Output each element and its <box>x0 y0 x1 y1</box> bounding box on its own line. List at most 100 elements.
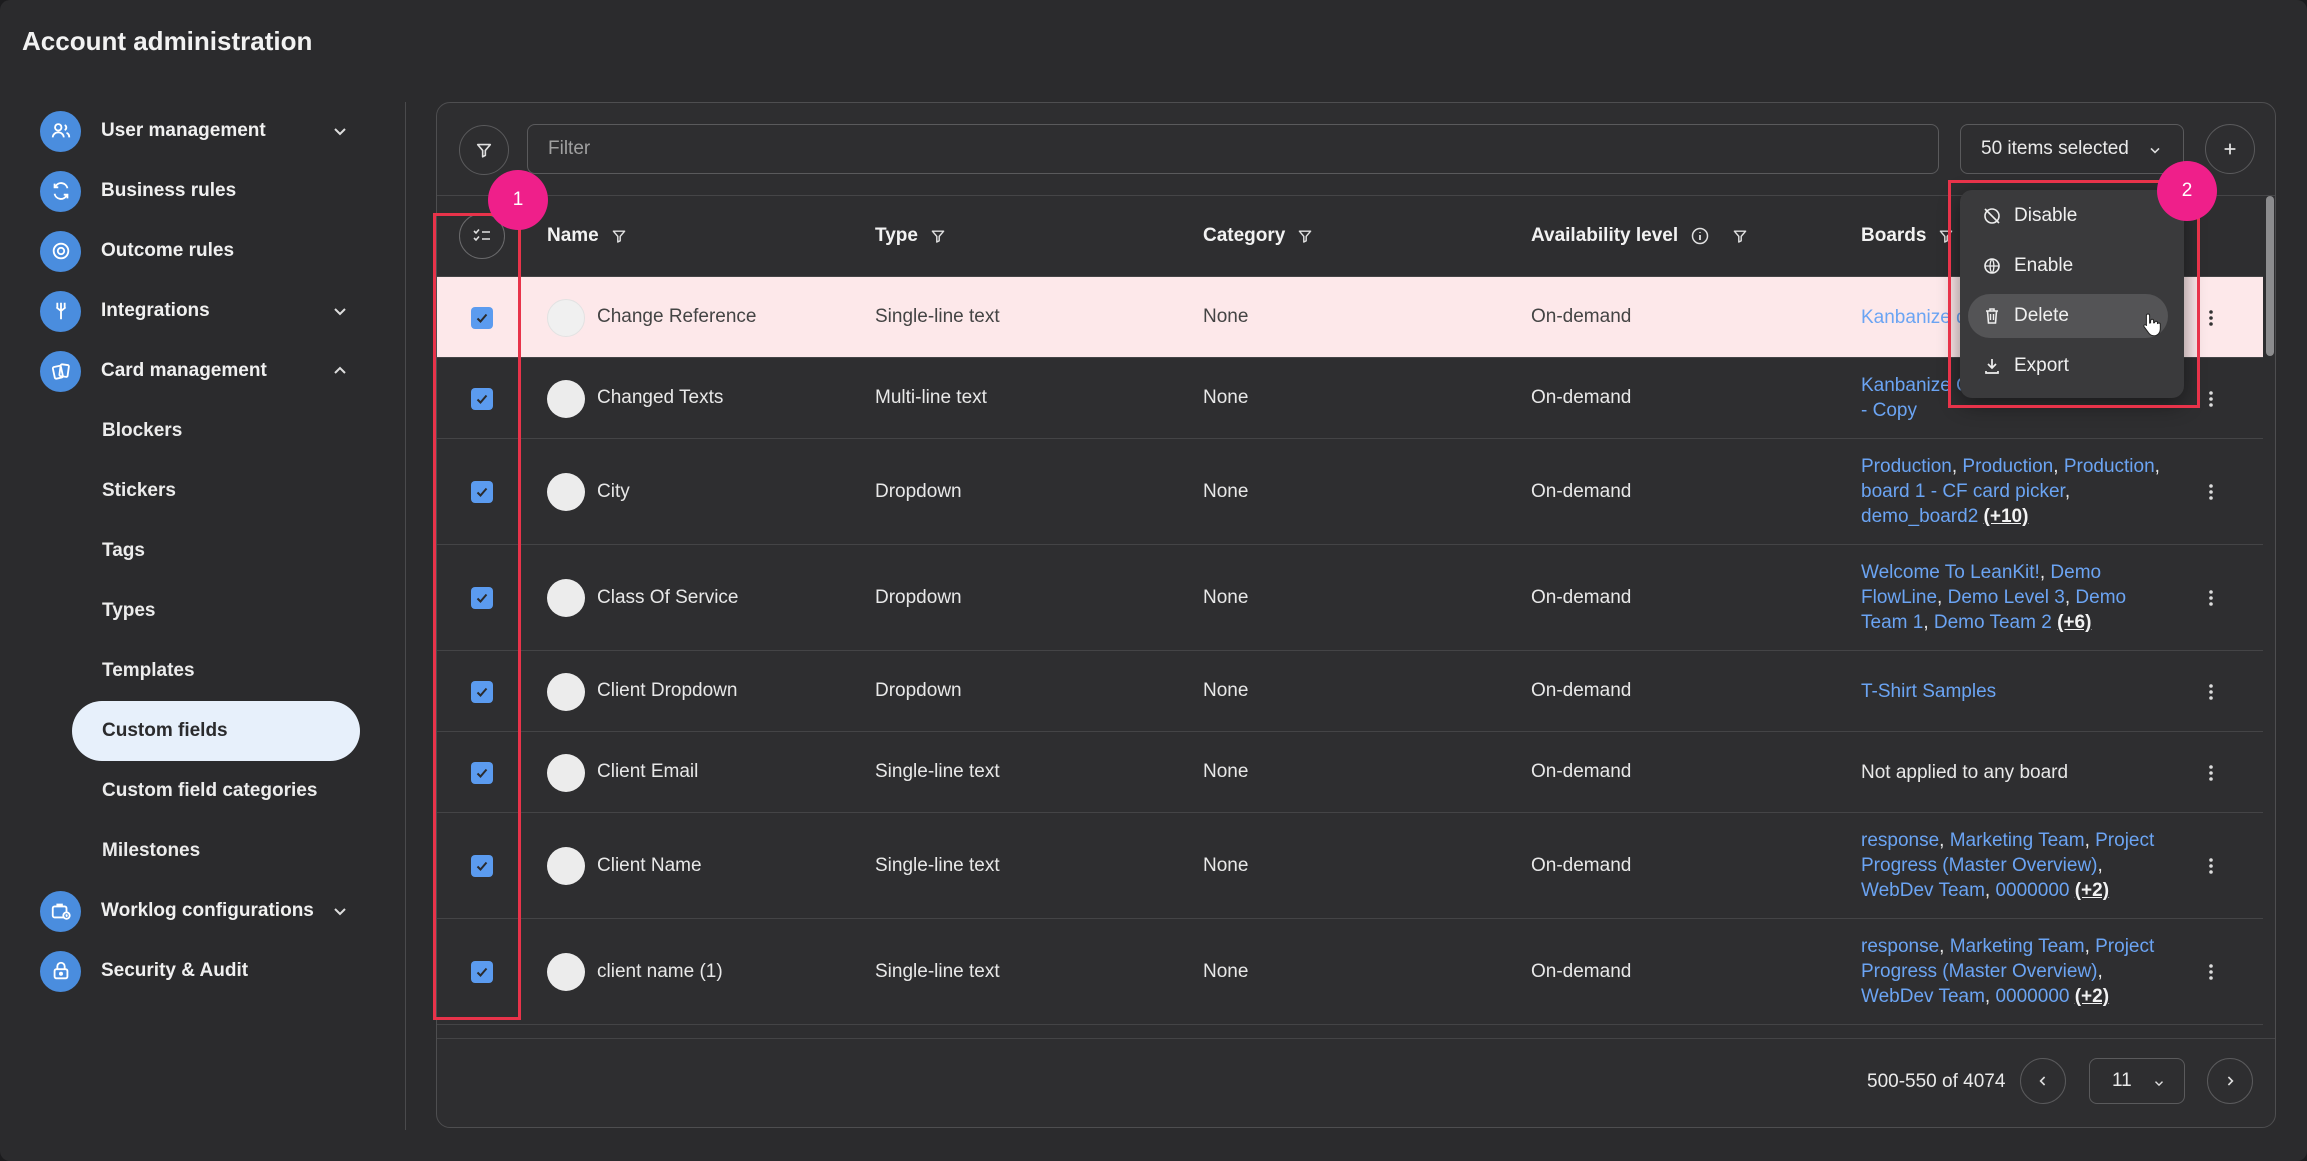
menu-item-disable[interactable]: Disable <box>1968 194 2168 238</box>
boards-more-link[interactable]: (+2) <box>2074 880 2110 901</box>
sidebar-subitem-types[interactable]: Types <box>102 600 156 621</box>
column-header-name[interactable]: Name <box>547 196 627 276</box>
board-link[interactable]: 0000000 <box>1995 880 2070 901</box>
board-link[interactable]: Welcome To LeanKit! <box>1861 562 2040 583</box>
cell-name[interactable]: Changed Texts <box>597 387 724 408</box>
filter-toggle-button[interactable] <box>459 125 509 175</box>
sidebar-subitem-custom-fields[interactable]: Custom fields <box>72 701 360 761</box>
sidebar-item-outcome-rules[interactable]: Outcome rules <box>40 221 360 281</box>
cell-name[interactable]: Client Dropdown <box>597 680 738 701</box>
row-checkbox[interactable] <box>471 681 493 703</box>
row-checkbox[interactable] <box>471 855 493 877</box>
board-link[interactable]: board 1 - CF card picker <box>1861 481 2065 502</box>
info-icon[interactable] <box>1690 226 1710 246</box>
sidebar-item-integrations[interactable]: Integrations <box>40 281 360 341</box>
filter-icon[interactable] <box>1732 228 1748 244</box>
previous-page-button[interactable] <box>2020 1058 2066 1104</box>
sidebar-item-business-rules[interactable]: Business rules <box>40 161 360 221</box>
cell-name[interactable]: Client Email <box>597 761 699 782</box>
board-link[interactable]: Production <box>2063 456 2155 477</box>
row-actions-button[interactable] <box>2201 851 2221 881</box>
boards-more-link[interactable]: (+6) <box>2057 612 2092 633</box>
boards-more-link[interactable]: (+2) <box>2074 986 2110 1007</box>
menu-item-enable[interactable]: Enable <box>1968 244 2168 288</box>
menu-item-delete[interactable]: Delete <box>1968 294 2168 338</box>
sidebar-subitem-custom-field-categories[interactable]: Custom field categories <box>102 780 318 801</box>
row-checkbox[interactable] <box>471 587 493 609</box>
board-link[interactable]: Project Progress (Master Overview) <box>1861 936 2155 982</box>
row-checkbox[interactable] <box>471 388 493 410</box>
sidebar-subitem-templates[interactable]: Templates <box>102 660 195 681</box>
board-link[interactable]: Project Progress (Master Overview) <box>1861 830 2155 876</box>
table-row[interactable]: Class Of Service Dropdown None On-demand Wel… <box>437 544 2263 650</box>
filter-icon[interactable] <box>1938 228 1954 244</box>
row-checkbox[interactable] <box>471 307 493 329</box>
more-vertical-icon <box>2209 684 2213 700</box>
row-actions-button[interactable] <box>2201 758 2221 788</box>
column-header-boards[interactable]: Boards <box>1861 196 1954 276</box>
filter-input[interactable] <box>527 124 1939 174</box>
row-actions-button[interactable] <box>2201 583 2221 613</box>
filter-icon[interactable] <box>611 228 627 244</box>
sidebar-subitem-stickers[interactable]: Stickers <box>102 480 176 501</box>
column-header-category[interactable]: Category <box>1203 196 1313 276</box>
board-link[interactable]: Demo Level 3 <box>1947 587 2065 608</box>
table-row[interactable]: Change Reference Single-line text None On-d… <box>437 276 2263 357</box>
row-actions-button[interactable] <box>2201 957 2221 987</box>
scrollbar-thumb[interactable] <box>2266 196 2274 356</box>
sidebar-subitem-milestones[interactable]: Milestones <box>102 840 201 861</box>
board-link[interactable]: Kanbanize Q <box>1861 375 1971 396</box>
board-link[interactable]: demo_board2 <box>1861 506 1979 527</box>
row-actions-button[interactable] <box>2201 384 2221 414</box>
row-checkbox[interactable] <box>471 481 493 503</box>
board-link[interactable]: Production <box>1861 456 1952 477</box>
board-link[interactable]: Demo FlowLine <box>1861 562 2102 608</box>
board-link[interactable]: Marketing Team <box>1949 830 2085 851</box>
sidebar-item-worklog-configurations[interactable]: Worklog configurations <box>40 881 360 941</box>
row-actions-button[interactable] <box>2201 677 2221 707</box>
board-link[interactable]: WebDev Team <box>1861 986 1985 1007</box>
row-checkbox[interactable] <box>471 961 493 983</box>
annotation-box-2 <box>1948 180 2200 408</box>
add-button[interactable] <box>2205 124 2255 174</box>
column-header-availability[interactable]: Availability level <box>1531 196 1748 276</box>
menu-item-export[interactable]: Export <box>1968 344 2168 388</box>
board-link[interactable]: T-Shirt Samples <box>1861 680 1997 702</box>
board-link[interactable]: Demo Team 2 <box>1933 612 2052 633</box>
next-page-button[interactable] <box>2207 1058 2253 1104</box>
filter-icon[interactable] <box>930 228 946 244</box>
sidebar-subitem-tags[interactable]: Tags <box>102 540 145 561</box>
board-link[interactable]: Marketing Team <box>1949 936 2085 957</box>
board-link[interactable]: response <box>1861 936 1940 957</box>
filter-icon[interactable] <box>1297 228 1313 244</box>
boards-more-link[interactable]: (+10) <box>1983 506 2029 527</box>
table-row[interactable]: Client Name Single-line text None On-demand… <box>437 812 2263 918</box>
cell-name[interactable]: client name (1) <box>597 960 723 982</box>
sidebar-subitem-blockers[interactable]: Blockers <box>102 420 183 441</box>
sidebar-item-security-audit[interactable]: Security & Audit <box>40 941 360 1001</box>
board-link[interactable]: Production <box>1962 456 2054 477</box>
row-actions-button[interactable] <box>2201 477 2221 507</box>
check-icon <box>476 313 488 323</box>
table-row[interactable]: Client Dropdown Dropdown None On-demand T-Sh… <box>437 650 2263 731</box>
cell-name[interactable]: City <box>597 480 630 502</box>
page-select[interactable]: 11 <box>2089 1058 2185 1104</box>
table-row[interactable]: client name (1) Single-line text None On-de… <box>437 918 2263 1024</box>
table-row[interactable]: Client Email Single-line text None On-deman… <box>437 731 2263 812</box>
board-link[interactable]: WebDev Team <box>1861 880 1985 901</box>
cell-name[interactable]: Client Name <box>597 854 702 876</box>
board-link[interactable]: 0000000 <box>1995 986 2070 1007</box>
board-link[interactable]: Kanbanize d <box>1861 306 1967 328</box>
board-link[interactable]: response <box>1861 830 1940 851</box>
row-actions-button[interactable] <box>2201 303 2221 333</box>
sidebar-item-card-management[interactable]: Card management <box>40 341 360 401</box>
column-header-type[interactable]: Type <box>875 196 946 276</box>
table-scrollbar[interactable] <box>2263 196 2275 1038</box>
row-checkbox[interactable] <box>471 762 493 784</box>
cell-name[interactable]: Class Of Service <box>597 586 739 608</box>
table-row[interactable]: City Dropdown None On-demand Production, Pro… <box>437 438 2263 544</box>
selection-dropdown[interactable]: 50 items selected <box>1960 124 2184 174</box>
sidebar-item-user-management[interactable]: User management <box>40 101 360 161</box>
cell-name[interactable]: Change Reference <box>597 306 757 327</box>
board-link[interactable]: Demo Team 1 <box>1861 587 2127 633</box>
